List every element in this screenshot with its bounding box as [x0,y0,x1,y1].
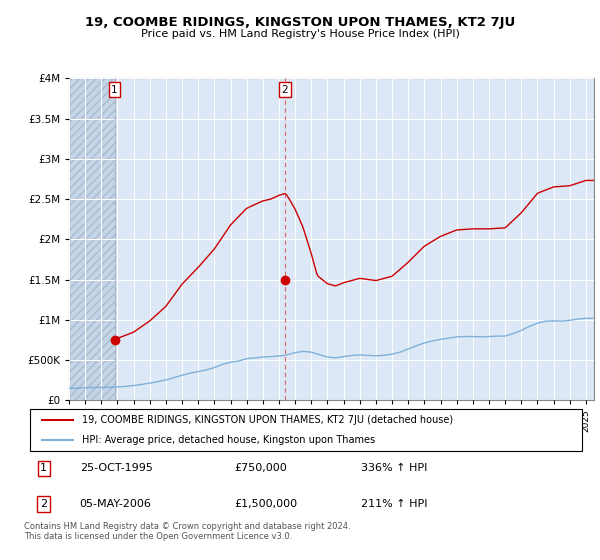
Text: Contains HM Land Registry data © Crown copyright and database right 2024.
This d: Contains HM Land Registry data © Crown c… [24,522,350,542]
Text: 19, COOMBE RIDINGS, KINGSTON UPON THAMES, KT2 7JU (detached house): 19, COOMBE RIDINGS, KINGSTON UPON THAMES… [82,415,454,425]
Text: 25-OCT-1995: 25-OCT-1995 [80,464,152,473]
FancyBboxPatch shape [30,409,582,451]
Text: 336% ↑ HPI: 336% ↑ HPI [361,464,428,473]
Text: £750,000: £750,000 [234,464,287,473]
Text: HPI: Average price, detached house, Kingston upon Thames: HPI: Average price, detached house, King… [82,435,376,445]
Text: 05-MAY-2006: 05-MAY-2006 [80,499,152,509]
Text: 2: 2 [281,85,288,95]
Text: Price paid vs. HM Land Registry's House Price Index (HPI): Price paid vs. HM Land Registry's House … [140,29,460,39]
Text: 19, COOMBE RIDINGS, KINGSTON UPON THAMES, KT2 7JU: 19, COOMBE RIDINGS, KINGSTON UPON THAMES… [85,16,515,29]
Text: 1: 1 [111,85,118,95]
Text: 211% ↑ HPI: 211% ↑ HPI [361,499,428,509]
Text: £1,500,000: £1,500,000 [234,499,298,509]
Text: 2: 2 [40,499,47,509]
Text: 1: 1 [40,464,47,473]
